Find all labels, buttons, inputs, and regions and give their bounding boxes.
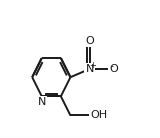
Text: +: +: [90, 61, 96, 70]
Text: OH: OH: [90, 110, 107, 120]
Text: O: O: [85, 36, 94, 47]
Text: N: N: [85, 64, 94, 74]
Text: N: N: [38, 97, 46, 107]
Text: -: -: [111, 62, 114, 71]
Text: O: O: [109, 64, 118, 74]
